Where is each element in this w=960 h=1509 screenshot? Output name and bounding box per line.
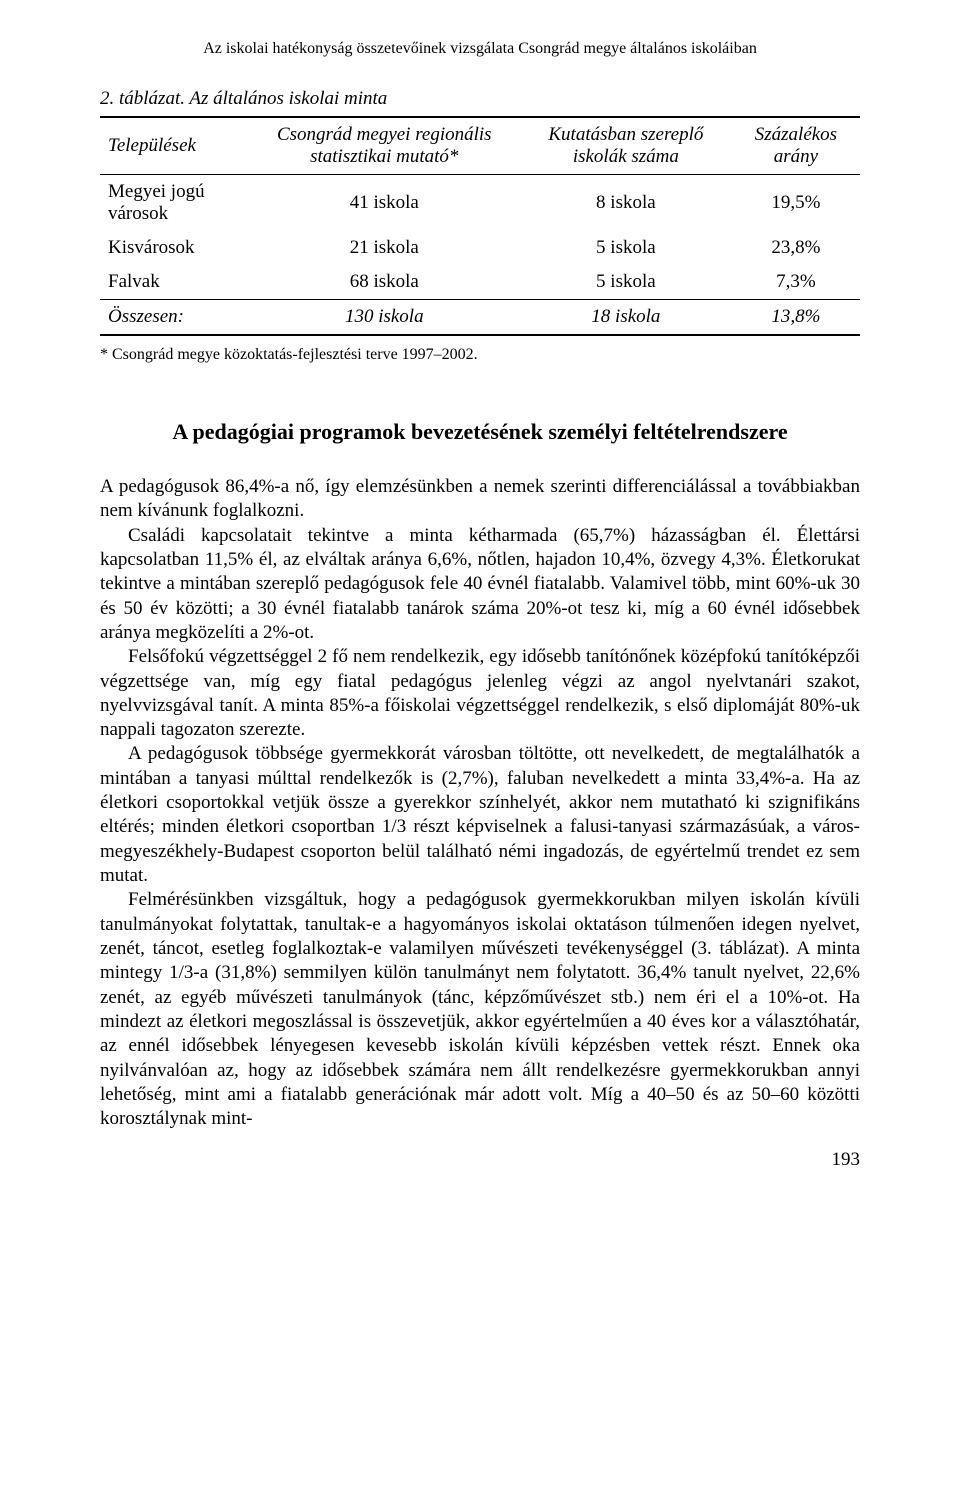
running-header: Az iskolai hatékonyság összetevőinek viz… xyxy=(100,40,860,58)
cell: 21 iskola xyxy=(249,231,520,265)
table-row: Megyei jogú városok 41 iskola 8 iskola 1… xyxy=(100,175,860,232)
table-header-row: Települések Csongrád megyei regionális s… xyxy=(100,117,860,175)
col-header-regional: Csongrád megyei regionális statisztikai … xyxy=(249,117,520,175)
cell: 41 iskola xyxy=(249,175,520,232)
cell: 18 iskola xyxy=(520,300,732,336)
col-header-schools: Kutatásban szereplő iskolák száma xyxy=(520,117,732,175)
cell: 7,3% xyxy=(732,265,860,300)
cell: 23,8% xyxy=(732,231,860,265)
data-table: Települések Csongrád megyei regionális s… xyxy=(100,116,860,336)
page-number: 193 xyxy=(100,1149,860,1171)
cell: 8 iskola xyxy=(520,175,732,232)
table-row: Kisvárosok 21 iskola 5 iskola 23,8% xyxy=(100,231,860,265)
page: Az iskolai hatékonyság összetevőinek viz… xyxy=(0,0,960,1231)
section-title: A pedagógiai programok bevezetésének sze… xyxy=(100,419,860,445)
body-paragraph: Felsőfokú végzettséggel 2 fő nem rendelk… xyxy=(100,645,860,742)
cell: 130 iskola xyxy=(249,300,520,336)
body-paragraph: A pedagógusok többsége gyermekkorát váro… xyxy=(100,742,860,888)
cell: Kisvárosok xyxy=(100,231,249,265)
cell: 5 iskola xyxy=(520,231,732,265)
body-paragraph: Felmérésünkben vizsgáltuk, hogy a pedagó… xyxy=(100,888,860,1131)
cell: 19,5% xyxy=(732,175,860,232)
cell: Összesen: xyxy=(100,300,249,336)
cell: 68 iskola xyxy=(249,265,520,300)
table-row: Falvak 68 iskola 5 iskola 7,3% xyxy=(100,265,860,300)
body-paragraph: A pedagógusok 86,4%-a nő, így elemzésünk… xyxy=(100,475,860,524)
table-total-row: Összesen: 130 iskola 18 iskola 13,8% xyxy=(100,300,860,336)
table-footnote: * Csongrád megye közoktatás-fejlesztési … xyxy=(100,346,860,364)
cell: 5 iskola xyxy=(520,265,732,300)
cell: Falvak xyxy=(100,265,249,300)
cell: Megyei jogú városok xyxy=(100,175,249,232)
col-header-percent: Százalékos arány xyxy=(732,117,860,175)
cell: 13,8% xyxy=(732,300,860,336)
table-caption: 2. táblázat. Az általános iskolai minta xyxy=(100,88,860,110)
body-paragraph: Családi kapcsolatait tekintve a minta ké… xyxy=(100,524,860,646)
col-header-settlements: Települések xyxy=(100,117,249,175)
